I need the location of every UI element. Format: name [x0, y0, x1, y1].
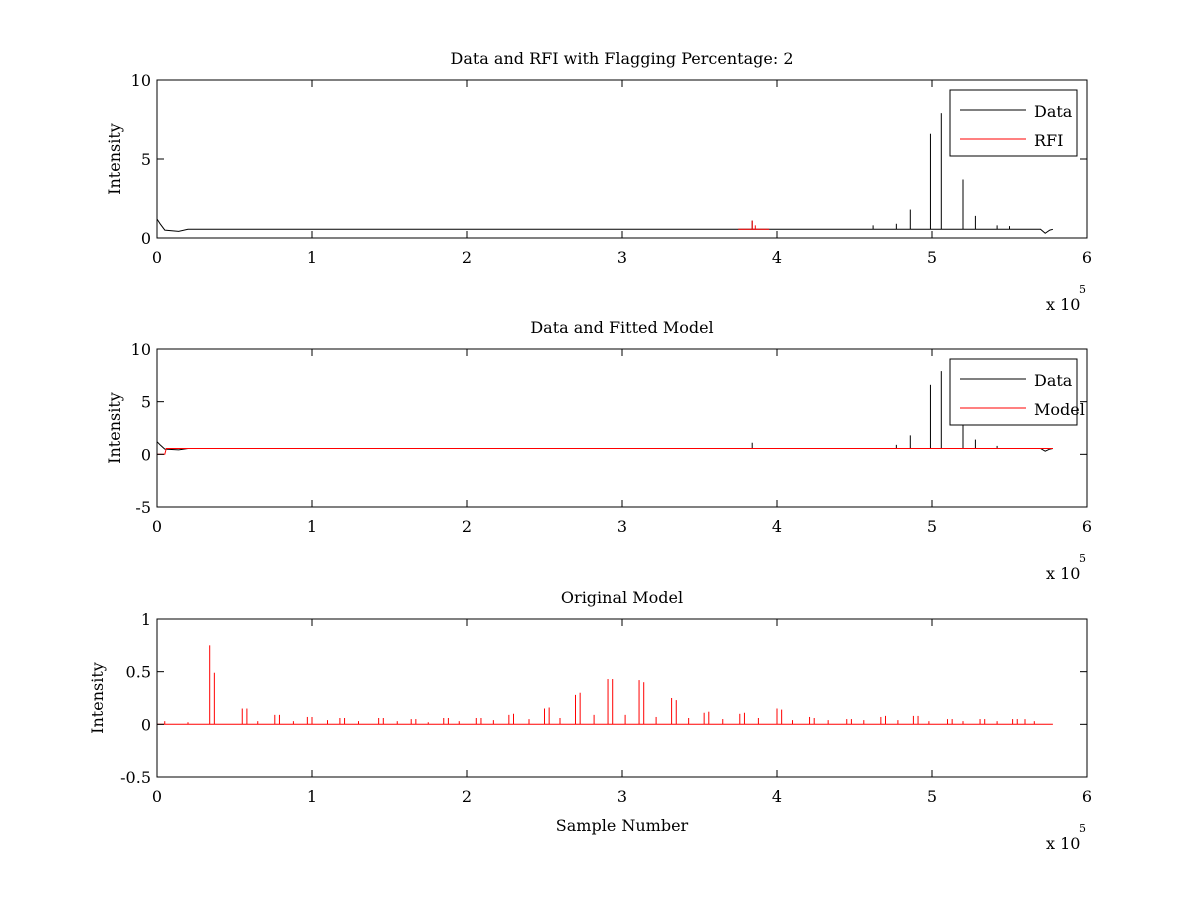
- x-tick-label: 3: [617, 517, 627, 536]
- x-tick-label: 6: [1082, 248, 1092, 267]
- x-tick-label: 5: [927, 787, 937, 806]
- legend: Data RFI: [949, 89, 1078, 157]
- x-tick-label: 5: [927, 248, 937, 267]
- x-tick-label: 0: [152, 787, 162, 806]
- y-tick-label: 0: [141, 445, 151, 464]
- legend-box: [949, 89, 1078, 157]
- x-multiplier: x 105: [1046, 283, 1086, 314]
- y-tick-label: 5: [141, 393, 151, 412]
- chart-title: Data and RFI with Flagging Percentage: 2: [450, 49, 793, 68]
- series-line: [157, 218, 1054, 234]
- chart-title: Original Model: [561, 588, 683, 607]
- x-tick-label: 0: [152, 248, 162, 267]
- y-tick-label: 5: [141, 150, 151, 169]
- x-tick-label: 1: [307, 248, 317, 267]
- y-tick-label: 10: [131, 340, 151, 359]
- x-tick-label: 6: [1082, 787, 1092, 806]
- plot-area: [157, 645, 1053, 725]
- y-axis-label: Intensity: [88, 662, 107, 734]
- x-tick-label: 2: [462, 248, 472, 267]
- y-tick-label: 0: [141, 715, 151, 734]
- series-model: [157, 645, 1053, 725]
- chart-title: Data and Fitted Model: [530, 318, 713, 337]
- x-tick-label: 1: [307, 787, 317, 806]
- x-multiplier-text: x 10: [1046, 834, 1080, 853]
- x-tick-label: 3: [617, 248, 627, 267]
- y-tick-label: 0.5: [126, 663, 151, 682]
- subplot-1: 0 1 2 3 4 5 6 0 5 10 Data and RFI with Flagging Pe…: [105, 49, 1092, 314]
- y-tick-label: 0: [141, 229, 151, 248]
- plot-area: [157, 113, 1054, 234]
- x-tick-label: 6: [1082, 517, 1092, 536]
- x-tick-label: 1: [307, 517, 317, 536]
- legend: Data Model: [949, 358, 1085, 426]
- legend-label: Model: [1034, 400, 1085, 419]
- y-axis-label: Intensity: [105, 123, 124, 195]
- legend-label: Data: [1034, 371, 1073, 390]
- x-tick-label: 3: [617, 787, 627, 806]
- x-tick-label: 0: [152, 517, 162, 536]
- x-tick-label: 4: [772, 248, 782, 267]
- x-multiplier-text: x 10: [1046, 295, 1080, 314]
- legend-label: Data: [1034, 102, 1073, 121]
- y-tick-label: -5: [135, 498, 151, 517]
- legend-box: [949, 358, 1078, 426]
- x-tick-label: 4: [772, 517, 782, 536]
- x-axis-label: Sample Number: [556, 816, 689, 835]
- legend-label: RFI: [1034, 131, 1063, 150]
- x-multiplier-exponent: 5: [1079, 552, 1086, 565]
- series-rfi: [738, 220, 770, 230]
- x-tick-label: 5: [927, 517, 937, 536]
- x-tick-label: 4: [772, 787, 782, 806]
- x-multiplier: x 105: [1046, 822, 1086, 853]
- x-multiplier-exponent: 5: [1079, 283, 1086, 296]
- x-multiplier-text: x 10: [1046, 564, 1080, 583]
- x-multiplier-exponent: 5: [1079, 822, 1086, 835]
- x-tick-label: 2: [462, 787, 472, 806]
- x-multiplier: x 105: [1046, 552, 1086, 583]
- y-tick-label: -0.5: [120, 768, 151, 787]
- y-tick-label: 10: [131, 71, 151, 90]
- y-axis-label: Intensity: [105, 392, 124, 464]
- x-tick-label: 2: [462, 517, 472, 536]
- y-tick-label: 1: [141, 610, 151, 629]
